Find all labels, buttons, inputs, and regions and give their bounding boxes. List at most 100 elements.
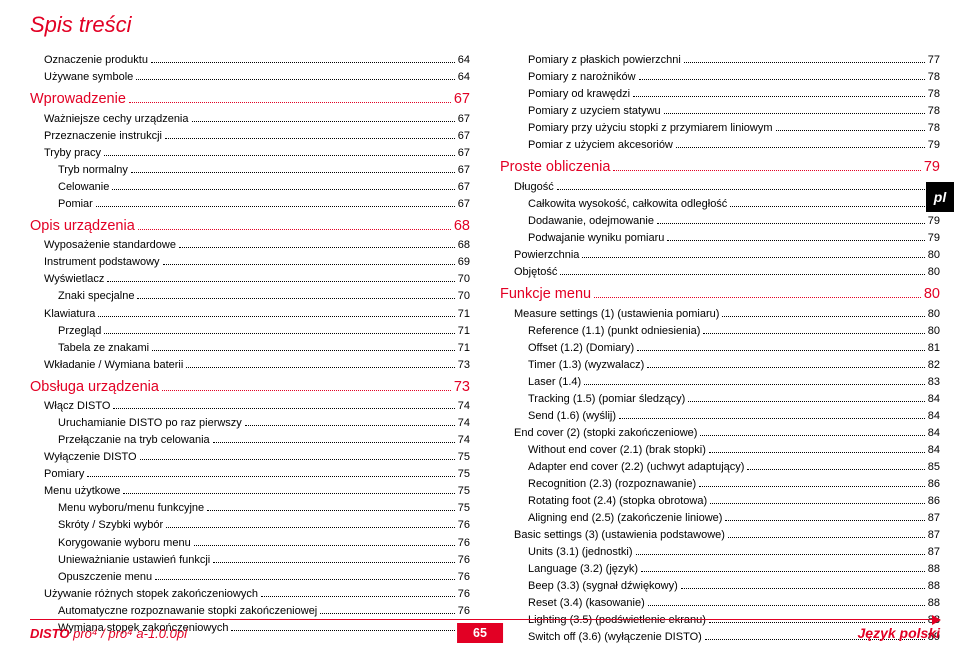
toc-entry[interactable]: Menu wyboru/menu funkcyjne75 (30, 500, 470, 517)
toc-page: 79 (928, 213, 940, 230)
toc-entry[interactable]: Pomiar67 (30, 196, 470, 213)
footer-brand: DISTO pro⁴ / pro⁴ a-1.0.0pl (30, 626, 187, 641)
toc-label: Całkowita wysokość, całkowita odległość (528, 196, 727, 213)
toc-page: 84 (928, 425, 940, 442)
toc-label: Pomiary z uzyciem statywu (528, 103, 661, 120)
toc-entry[interactable]: Basic settings (3) (ustawienia podstawow… (500, 527, 940, 544)
toc-page: 81 (928, 340, 940, 357)
toc-leader (179, 247, 455, 248)
toc-entry[interactable]: Długość79 (500, 179, 940, 196)
toc-leader (722, 316, 924, 317)
toc-leader (639, 79, 925, 80)
toc-page: 79 (924, 156, 940, 178)
toc-entry[interactable]: Ważniejsze cechy urządzenia67 (30, 111, 470, 128)
toc-entry[interactable]: Reset (3.4) (kasowanie)88 (500, 595, 940, 612)
toc-entry[interactable]: Language (3.2) (język)88 (500, 561, 940, 578)
toc-entry[interactable]: Przeznaczenie instrukcji67 (30, 128, 470, 145)
toc-page: 80 (928, 323, 940, 340)
toc-page: 78 (928, 69, 940, 86)
toc-entry[interactable]: Pomiary przy użyciu stopki z przymiarem … (500, 120, 940, 137)
toc-page: 67 (458, 196, 470, 213)
toc-page: 76 (458, 552, 470, 569)
toc-label: Pomiary z narożników (528, 69, 636, 86)
toc-leader (129, 102, 451, 103)
toc-entry[interactable]: Wyłączenie DISTO75 (30, 449, 470, 466)
toc-entry[interactable]: Pomiary75 (30, 466, 470, 483)
toc-leader (664, 113, 925, 114)
toc-entry[interactable]: Pomiary z uzyciem statywu78 (500, 103, 940, 120)
toc-entry[interactable]: Używanie różnych stopek zakończeniowych7… (30, 586, 470, 603)
toc-entry[interactable]: Przełączanie na tryb celowania74 (30, 432, 470, 449)
toc-label: Przełączanie na tryb celowania (58, 432, 210, 449)
toc-entry[interactable]: Beep (3.3) (sygnał dźwiękowy)88 (500, 578, 940, 595)
toc-entry[interactable]: Unieważnianie ustawień funkcji76 (30, 552, 470, 569)
toc-leader (648, 605, 925, 606)
toc-entry[interactable]: Reference (1.1) (punkt odniesienia)80 (500, 323, 940, 340)
toc-entry[interactable]: Units (3.1) (jednostki)87 (500, 544, 940, 561)
toc-leader (560, 274, 924, 275)
toc-entry[interactable]: Celowanie67 (30, 179, 470, 196)
toc-entry[interactable]: Offset (1.2) (Domiary)81 (500, 340, 940, 357)
toc-entry[interactable]: Oznaczenie produktu64 (30, 52, 470, 69)
toc-entry[interactable]: Pomiar z użyciem akcesoriów79 (500, 137, 940, 154)
toc-entry[interactable]: Adapter end cover (2.2) (uchwyt adaptują… (500, 459, 940, 476)
toc-leader (104, 333, 454, 334)
toc-leader (151, 62, 455, 63)
toc-entry[interactable]: Laser (1.4)83 (500, 374, 940, 391)
toc-label: Funkcje menu (500, 283, 591, 305)
toc-label: Pomiary z płaskich powierzchni (528, 52, 681, 69)
toc-leader (107, 281, 454, 282)
toc-entry[interactable]: Recognition (2.3) (rozpoznawanie)86 (500, 476, 940, 493)
toc-leader (98, 316, 454, 317)
toc-entry[interactable]: Całkowita wysokość, całkowita odległość7… (500, 196, 940, 213)
toc-entry[interactable]: Menu użytkowe75 (30, 483, 470, 500)
toc-entry[interactable]: Aligning end (2.5) (zakończenie liniowe)… (500, 510, 940, 527)
toc-page: 76 (458, 586, 470, 603)
toc-leader (213, 562, 455, 563)
toc-entry[interactable]: Instrument podstawowy69 (30, 254, 470, 271)
toc-entry[interactable]: Wkładanie / Wymiana baterii73 (30, 357, 470, 374)
toc-entry[interactable]: Pomiary z płaskich powierzchni77 (500, 52, 940, 69)
toc-entry[interactable]: Wyposażenie standardowe68 (30, 237, 470, 254)
toc-entry[interactable]: Timer (1.3) (wyzwalacz)82 (500, 357, 940, 374)
toc-entry[interactable]: Tryby pracy67 (30, 145, 470, 162)
toc-entry[interactable]: Send (1.6) (wyślij)84 (500, 408, 940, 425)
toc-entry[interactable]: Rotating foot (2.4) (stopka obrotowa)86 (500, 493, 940, 510)
toc-leader (131, 172, 455, 173)
toc-entry[interactable]: Używane symbole64 (30, 69, 470, 86)
toc-entry[interactable]: Objętość80 (500, 264, 940, 281)
toc-section[interactable]: Opis urządzenia68 (30, 215, 470, 237)
toc-entry[interactable]: Tabela ze znakami71 (30, 340, 470, 357)
toc-entry[interactable]: Uruchamianie DISTO po raz pierwszy74 (30, 415, 470, 432)
toc-entry[interactable]: Tracking (1.5) (pomiar śledzący)84 (500, 391, 940, 408)
toc-entry[interactable]: Klawiatura71 (30, 306, 470, 323)
toc-entry[interactable]: Znaki specjalne70 (30, 288, 470, 305)
toc-section[interactable]: Obsługa urządzenia73 (30, 376, 470, 398)
toc-label: Opis urządzenia (30, 215, 135, 237)
toc-page: 79 (928, 230, 940, 247)
toc-entry[interactable]: Powierzchnia80 (500, 247, 940, 264)
toc-entry[interactable]: End cover (2) (stopki zakończeniowe)84 (500, 425, 940, 442)
toc-entry[interactable]: Pomiary od krawędzi78 (500, 86, 940, 103)
toc-page: 69 (458, 254, 470, 271)
toc-section[interactable]: Wprowadzenie67 (30, 88, 470, 110)
toc-entry[interactable]: Dodawanie, odejmowanie79 (500, 213, 940, 230)
toc-label: Używane symbole (44, 69, 133, 86)
toc-entry[interactable]: Włącz DISTO74 (30, 398, 470, 415)
toc-entry[interactable]: Opuszczenie menu76 (30, 569, 470, 586)
toc-entry[interactable]: Tryb normalny67 (30, 162, 470, 179)
toc-section[interactable]: Funkcje menu80 (500, 283, 940, 305)
toc-section[interactable]: Proste obliczenia79 (500, 156, 940, 178)
toc-page: 80 (928, 247, 940, 264)
toc-page: 67 (458, 128, 470, 145)
toc-entry[interactable]: Przegląd71 (30, 323, 470, 340)
toc-entry[interactable]: Pomiary z narożników 78 (500, 69, 940, 86)
toc-entry[interactable]: Without end cover (2.1) (brak stopki)84 (500, 442, 940, 459)
toc-entry[interactable]: Skróty / Szybki wybór76 (30, 517, 470, 534)
toc-entry[interactable]: Automatyczne rozpoznawanie stopki zakońc… (30, 603, 470, 620)
toc-entry[interactable]: Korygowanie wyboru menu76 (30, 535, 470, 552)
toc-entry[interactable]: Podwajanie wyniku pomiaru79 (500, 230, 940, 247)
toc-leader (747, 469, 924, 470)
toc-entry[interactable]: Wyświetlacz70 (30, 271, 470, 288)
toc-entry[interactable]: Measure settings (1) (ustawienia pomiaru… (500, 306, 940, 323)
